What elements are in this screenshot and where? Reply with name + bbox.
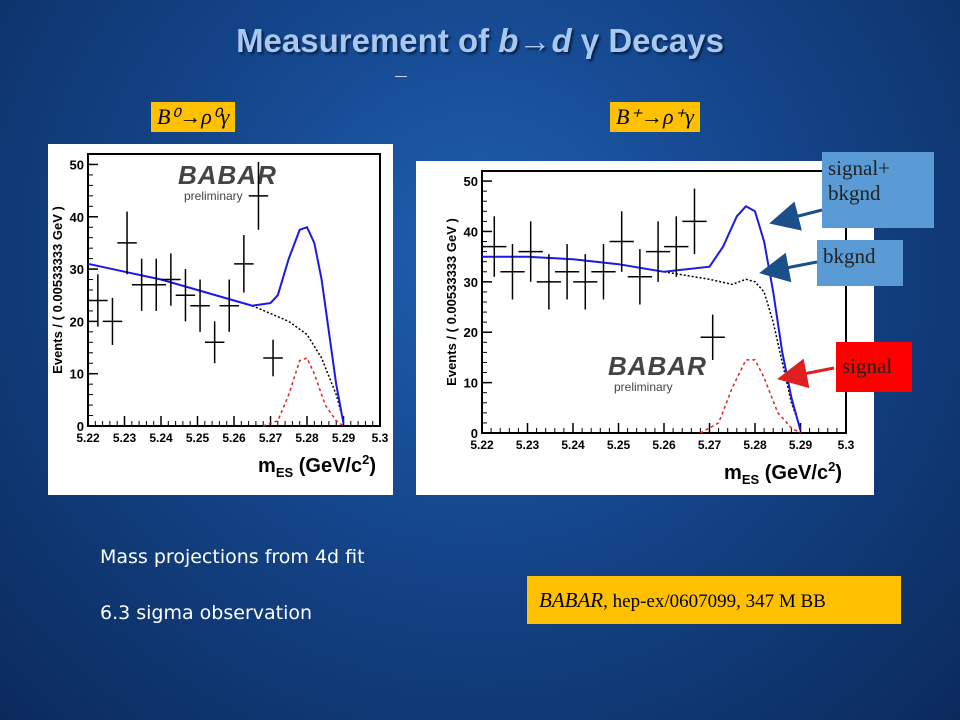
fit-signal-curve xyxy=(700,359,801,434)
preliminary-watermark: preliminary xyxy=(614,380,673,394)
label-b0-decay: B⁰→ρ⁰γ xyxy=(151,102,236,132)
x-tick-label: 5.25 xyxy=(186,431,210,445)
babar-watermark: BABAR xyxy=(608,351,707,381)
arrow-sigbkg xyxy=(769,201,823,231)
slide-title: Measurement of b→d γ Decays xyxy=(0,22,960,60)
plot-b0: 0 10 20 30 40 50 5.22 5.23 5.24 5.25 5.26 5.27 5.28 5… xyxy=(50,153,389,480)
x-tick-label: 5.24 xyxy=(561,438,585,452)
title-arrow: → xyxy=(518,22,552,59)
fit-total-curve xyxy=(482,205,802,431)
y-tick-label: 40 xyxy=(464,224,478,239)
x-tick-label: 5.26 xyxy=(222,431,246,445)
x-axis-label: mES (GeV/c2) xyxy=(258,452,376,480)
y-tick-label: 10 xyxy=(70,367,84,382)
title-d: d xyxy=(551,22,581,59)
arrow-signal xyxy=(777,358,835,389)
label-bplus-decay: B⁺→ρ⁺γ xyxy=(610,102,700,132)
y-tick-label: 50 xyxy=(70,157,84,172)
y-tick-label: 30 xyxy=(464,275,478,290)
y-axis-label: Events / ( 0.00533333 GeV ) xyxy=(50,206,65,374)
babar-watermark: BABAR xyxy=(178,160,277,190)
x-tick-label: 5.27 xyxy=(698,438,722,452)
x-tick-label: 5.23 xyxy=(516,438,540,452)
legend-bkgnd: bkgnd xyxy=(817,240,903,286)
plot-bplus: 0 10 20 30 40 50 5.22 5.23 5.24 5.25 5.26 5.27 5.28 5… xyxy=(444,170,855,487)
x-tick-label: 5.29 xyxy=(332,431,356,445)
x-axis-label: mES (GeV/c2) xyxy=(724,459,842,487)
y-tick-label: 40 xyxy=(70,210,84,225)
y-tick-label: 0 xyxy=(471,426,478,441)
title-suffix: Decays xyxy=(599,22,724,59)
y-tick-label: 50 xyxy=(464,174,478,189)
x-tick-label: 5.22 xyxy=(76,431,100,445)
fit-background-curve xyxy=(251,305,345,422)
y-tick-label: 20 xyxy=(70,314,84,329)
bottom-line-1: Mass projections from 4d fit xyxy=(100,546,365,568)
y-axis-label: Events / ( 0.00533333 GeV ) xyxy=(444,218,459,386)
arrow-bkg xyxy=(759,252,818,283)
x-tick-label: 5.23 xyxy=(113,431,137,445)
x-tick-label: 5.3 xyxy=(372,431,389,445)
title-b: b xyxy=(498,22,519,59)
x-tick-label: 5.3 xyxy=(838,438,855,452)
x-tick-label: 5.28 xyxy=(295,431,319,445)
x-tick-label: 5.27 xyxy=(259,431,283,445)
plot-b0-container: 0 10 20 30 40 50 5.22 5.23 5.24 5.25 5.26 5.27 5.28 5… xyxy=(48,144,393,495)
title-prefix: Measurement of xyxy=(236,22,499,59)
y-tick-label: 0 xyxy=(77,419,84,434)
reference-box: BABAR, hep-ex/0607099, 347 M BB xyxy=(527,576,901,624)
title-gamma: γ xyxy=(580,22,600,59)
x-tick-label: 5.29 xyxy=(789,438,813,452)
x-tick-label: 5.24 xyxy=(149,431,173,445)
preliminary-watermark: preliminary xyxy=(184,189,243,203)
fit-total-curve xyxy=(87,225,345,424)
legend-signal-plus-bkgnd: signal+ bkgnd xyxy=(822,152,934,228)
y-tick-label: 20 xyxy=(464,325,478,340)
bottom-line-2: 6.3 sigma observation xyxy=(100,602,313,624)
x-tick-label: 5.26 xyxy=(652,438,676,452)
x-tick-label: 5.25 xyxy=(607,438,631,452)
ref-babar: BABAR xyxy=(539,588,604,612)
ref-citation: , hep-ex/0607099, 347 M BB xyxy=(603,591,826,612)
legend-signal: signal xyxy=(836,342,912,392)
fit-signal-curve xyxy=(262,357,344,427)
decorative-dash xyxy=(395,76,407,77)
x-tick-label: 5.22 xyxy=(470,438,494,452)
x-tick-label: 5.28 xyxy=(743,438,767,452)
y-tick-label: 10 xyxy=(464,376,478,391)
y-tick-label: 30 xyxy=(70,262,84,277)
